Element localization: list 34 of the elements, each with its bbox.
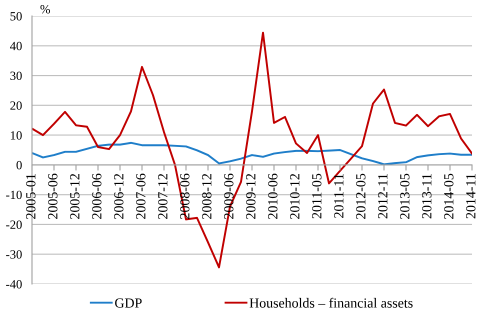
y-tick-label: 30 [10,72,22,80]
x-tick-label: 2010-12 [290,174,300,219]
x-tick-label: 2007-12 [158,174,168,219]
x-tick-label: 2005-06 [48,174,58,219]
x-tick-label: 2012-11 [378,174,388,218]
x-tick-label: 2014-11 [466,174,476,218]
x-tick-label: 2008-06 [180,174,190,219]
x-tick-label: 2006-12 [114,174,124,219]
x-tick-label: 2005-01 [26,174,36,219]
y-tick-label: -10 [6,190,22,200]
x-tick-label: 2005-12 [70,174,80,219]
y-tick-label: -40 [6,280,22,288]
x-tick-label: 2007-06 [136,174,146,219]
x-tick-label: 2013-11 [422,174,432,218]
legend-label: Households – financial assets [250,298,413,308]
y-tick-label: 20 [10,101,22,110]
x-tick-label: 2011-11 [334,174,344,218]
y-tick-label: 40 [10,42,22,50]
x-tick-label: 2012-05 [356,174,366,219]
legend-label: GDP [115,298,142,308]
y-tick-label: -20 [6,220,22,229]
y-tick-label: 10 [10,131,22,140]
y-tick-label: 50 [10,12,22,20]
x-tick-label: 2009-12 [246,174,256,219]
x-tick-label: 2010-06 [268,174,278,219]
x-tick-label: 2006-06 [92,174,102,219]
x-tick-label: 2014-05 [444,174,454,219]
x-tick-label: 2011-05 [312,174,322,218]
x-tick-label: 2008-12 [202,174,212,219]
x-tick-label: 2013-05 [400,174,410,219]
y-tick-label: 0 [16,160,22,170]
y-tick-label: -30 [6,250,22,259]
y-axis-title: % [40,5,50,14]
x-tick-label: 2009-06 [224,174,234,219]
